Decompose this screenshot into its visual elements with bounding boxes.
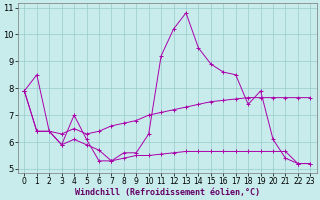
X-axis label: Windchill (Refroidissement éolien,°C): Windchill (Refroidissement éolien,°C): [75, 188, 260, 197]
